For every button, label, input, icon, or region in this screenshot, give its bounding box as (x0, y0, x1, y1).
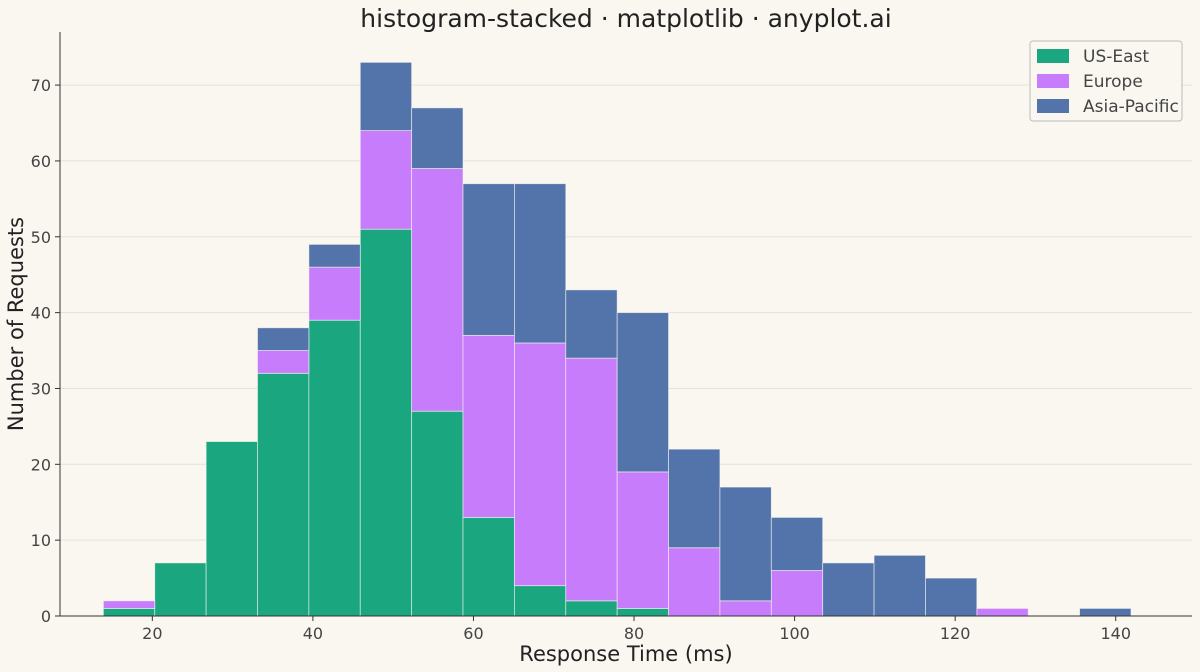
bar-europe-bin-0 (102, 600, 156, 609)
bar-asia-pacific-bin-6 (411, 107, 464, 169)
legend-label: US-East (1083, 47, 1149, 67)
legend-swatch (1037, 49, 1069, 63)
x-tick-label: 100 (779, 624, 810, 643)
x-tick-label: 40 (303, 624, 323, 643)
legend-swatch (1037, 74, 1069, 88)
y-tick-label: 70 (31, 76, 51, 95)
bar-asia-pacific-bin-8 (514, 183, 567, 344)
bar-asia-pacific-bin-3 (257, 327, 310, 351)
bar-europe-bin-7 (462, 334, 515, 518)
bar-us-east-bin-5 (359, 228, 413, 617)
bar-asia-pacific-bin-10 (616, 312, 669, 473)
bar-europe-bin-8 (514, 342, 567, 587)
bar-asia-pacific-bin-5 (359, 61, 413, 131)
bar-us-east-bin-0 (102, 608, 156, 617)
bar-asia-pacific-bin-19 (1079, 608, 1132, 617)
bar-europe-bin-12 (719, 600, 772, 617)
x-axis-title: Response Time (ms) (519, 642, 732, 666)
y-tick-label: 0 (41, 607, 51, 626)
chart-title: histogram-stacked · matplotlib · anyplot… (360, 4, 891, 33)
bar-europe-bin-6 (411, 168, 464, 412)
bars (102, 61, 1132, 617)
y-tick-label: 30 (31, 379, 51, 398)
y-tick-label: 10 (31, 531, 51, 550)
legend-swatch (1037, 99, 1069, 113)
bar-us-east-bin-1 (154, 562, 207, 617)
x-tick-label: 140 (1100, 624, 1131, 643)
bar-asia-pacific-bin-7 (462, 183, 515, 336)
x-tick-label: 20 (142, 624, 162, 643)
bar-asia-pacific-bin-13 (770, 517, 824, 571)
bar-asia-pacific-bin-12 (719, 486, 772, 602)
bar-us-east-bin-2 (205, 441, 258, 617)
bar-asia-pacific-bin-9 (565, 289, 618, 359)
y-tick-label: 60 (31, 152, 51, 171)
bar-europe-bin-11 (668, 547, 721, 617)
bar-asia-pacific-bin-15 (873, 554, 926, 617)
bar-us-east-bin-3 (257, 372, 310, 617)
bar-us-east-bin-6 (411, 410, 464, 617)
legend-label: Europe (1083, 72, 1143, 92)
y-tick-label: 20 (31, 455, 51, 474)
bar-asia-pacific-bin-14 (822, 562, 875, 617)
bar-us-east-bin-4 (308, 319, 361, 617)
x-tick-label: 120 (940, 624, 971, 643)
y-axis-title: Number of Requests (4, 217, 28, 431)
bar-europe-bin-9 (565, 357, 618, 602)
bar-europe-bin-10 (616, 471, 669, 609)
bar-europe-bin-13 (770, 570, 824, 617)
legend-label: Asia-Pacific (1083, 97, 1179, 117)
ticks: 0 10 20 30 40 50 60 70 20 40 60 80 100 120 140 (31, 76, 1131, 643)
x-tick-label: 80 (624, 624, 644, 643)
bar-europe-bin-4 (308, 266, 361, 321)
bar-europe-bin-3 (257, 350, 310, 374)
bar-us-east-bin-7 (462, 517, 515, 617)
legend: US-East Europe Asia-Pacific (1029, 40, 1183, 122)
bar-europe-bin-5 (359, 130, 413, 230)
y-tick-label: 50 (31, 228, 51, 247)
bar-us-east-bin-9 (565, 600, 618, 617)
bar-us-east-bin-8 (514, 585, 567, 617)
y-tick-label: 40 (31, 304, 51, 323)
bar-us-east-bin-10 (616, 608, 669, 617)
bar-asia-pacific-bin-4 (308, 243, 361, 268)
bar-europe-bin-17 (976, 608, 1029, 617)
axes (59, 32, 1192, 617)
bar-asia-pacific-bin-16 (925, 577, 978, 617)
x-tick-label: 60 (463, 624, 483, 643)
bar-asia-pacific-bin-11 (668, 448, 721, 549)
